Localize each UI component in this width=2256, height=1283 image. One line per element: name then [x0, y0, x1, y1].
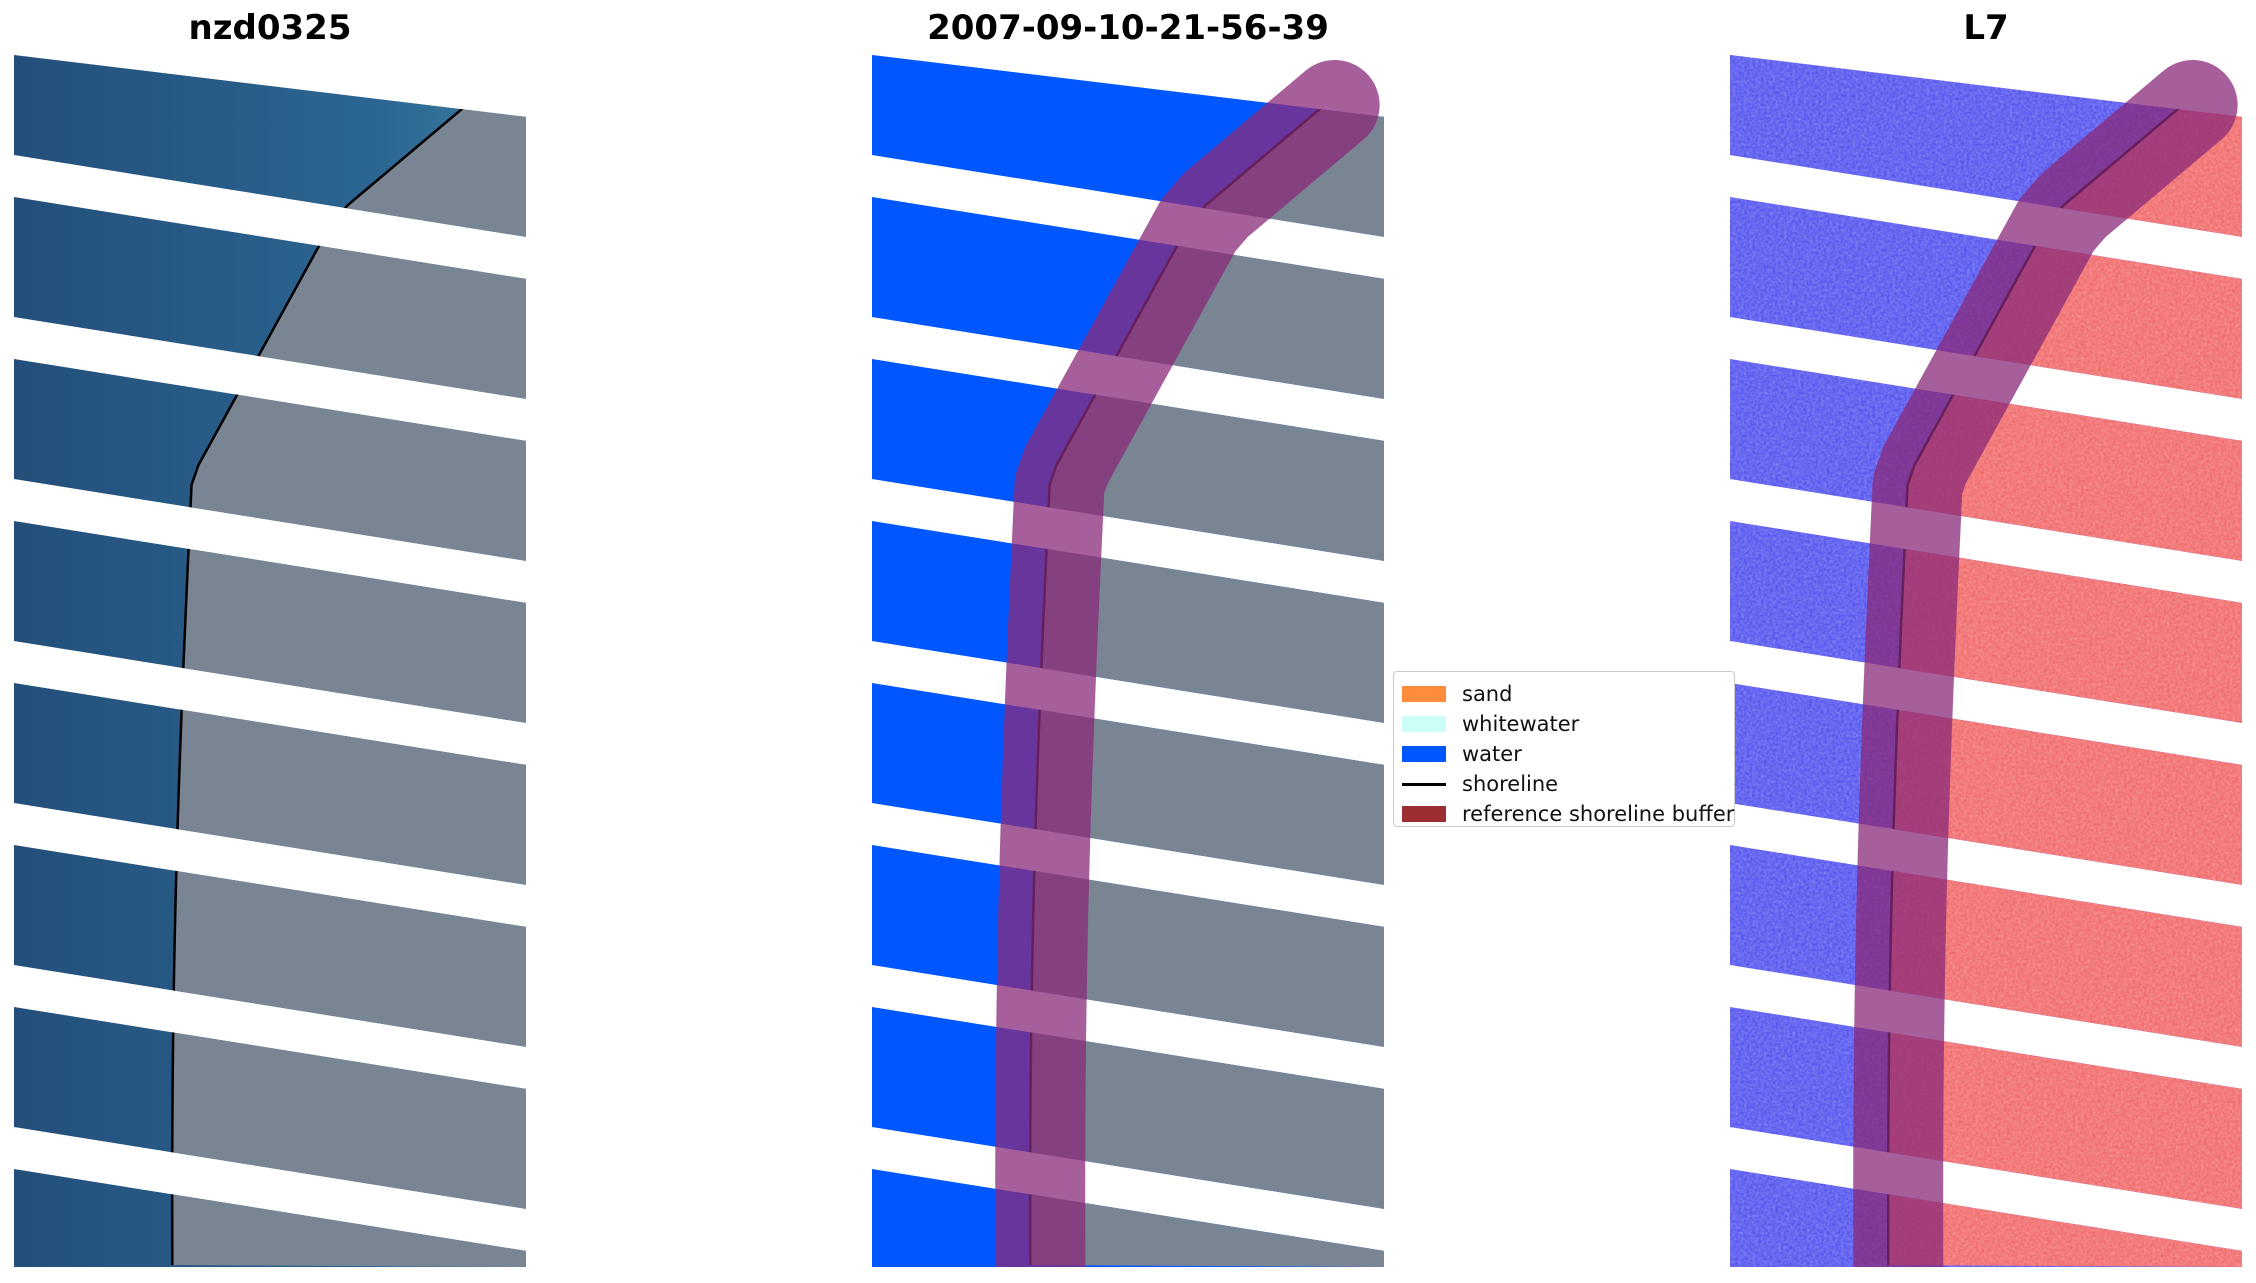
image-strips	[872, 55, 1384, 1267]
image-strips	[1730, 55, 2242, 1267]
title-panel-2: 2007-09-10-21-56-39	[927, 8, 1329, 48]
title-panel-1: nzd0325	[188, 8, 352, 48]
classified-image-panel	[872, 55, 1384, 1267]
rgb-image-panel	[14, 55, 526, 1267]
image-strips	[14, 55, 526, 1267]
legend-item-shoreline: shoreline	[1402, 769, 1726, 799]
reference-shoreline-buffer	[1853, 60, 2238, 1267]
legend-item-whitewater: whitewater	[1402, 709, 1726, 739]
classified-image	[872, 55, 1384, 1267]
shoreline-swatch	[1402, 782, 1446, 786]
legend-item-buffer: reference shoreline buffer	[1402, 799, 1734, 829]
legend-item-sand: sand	[1402, 679, 1726, 709]
water-swatch	[1402, 746, 1446, 762]
legend-item-water: water	[1402, 739, 1726, 769]
rgb-image	[14, 55, 526, 1267]
index-image	[1730, 55, 2242, 1267]
sand-swatch	[1402, 686, 1446, 702]
rgb-strips	[14, 55, 526, 1267]
legend-label-whitewater: whitewater	[1462, 712, 1580, 736]
legend-label-shoreline: shoreline	[1462, 772, 1559, 796]
index-image-panel	[1730, 55, 2242, 1267]
legend-label-buffer: reference shoreline buffer	[1462, 802, 1735, 826]
buffer-swatch	[1402, 806, 1446, 822]
legend-label-water: water	[1462, 742, 1522, 766]
whitewater-swatch	[1402, 716, 1446, 732]
legend: sand whitewater water shoreline referenc…	[1393, 671, 1735, 827]
legend-label-sand: sand	[1462, 682, 1513, 706]
reference-shoreline-buffer	[995, 60, 1380, 1267]
title-panel-3: L7	[1963, 8, 2009, 48]
